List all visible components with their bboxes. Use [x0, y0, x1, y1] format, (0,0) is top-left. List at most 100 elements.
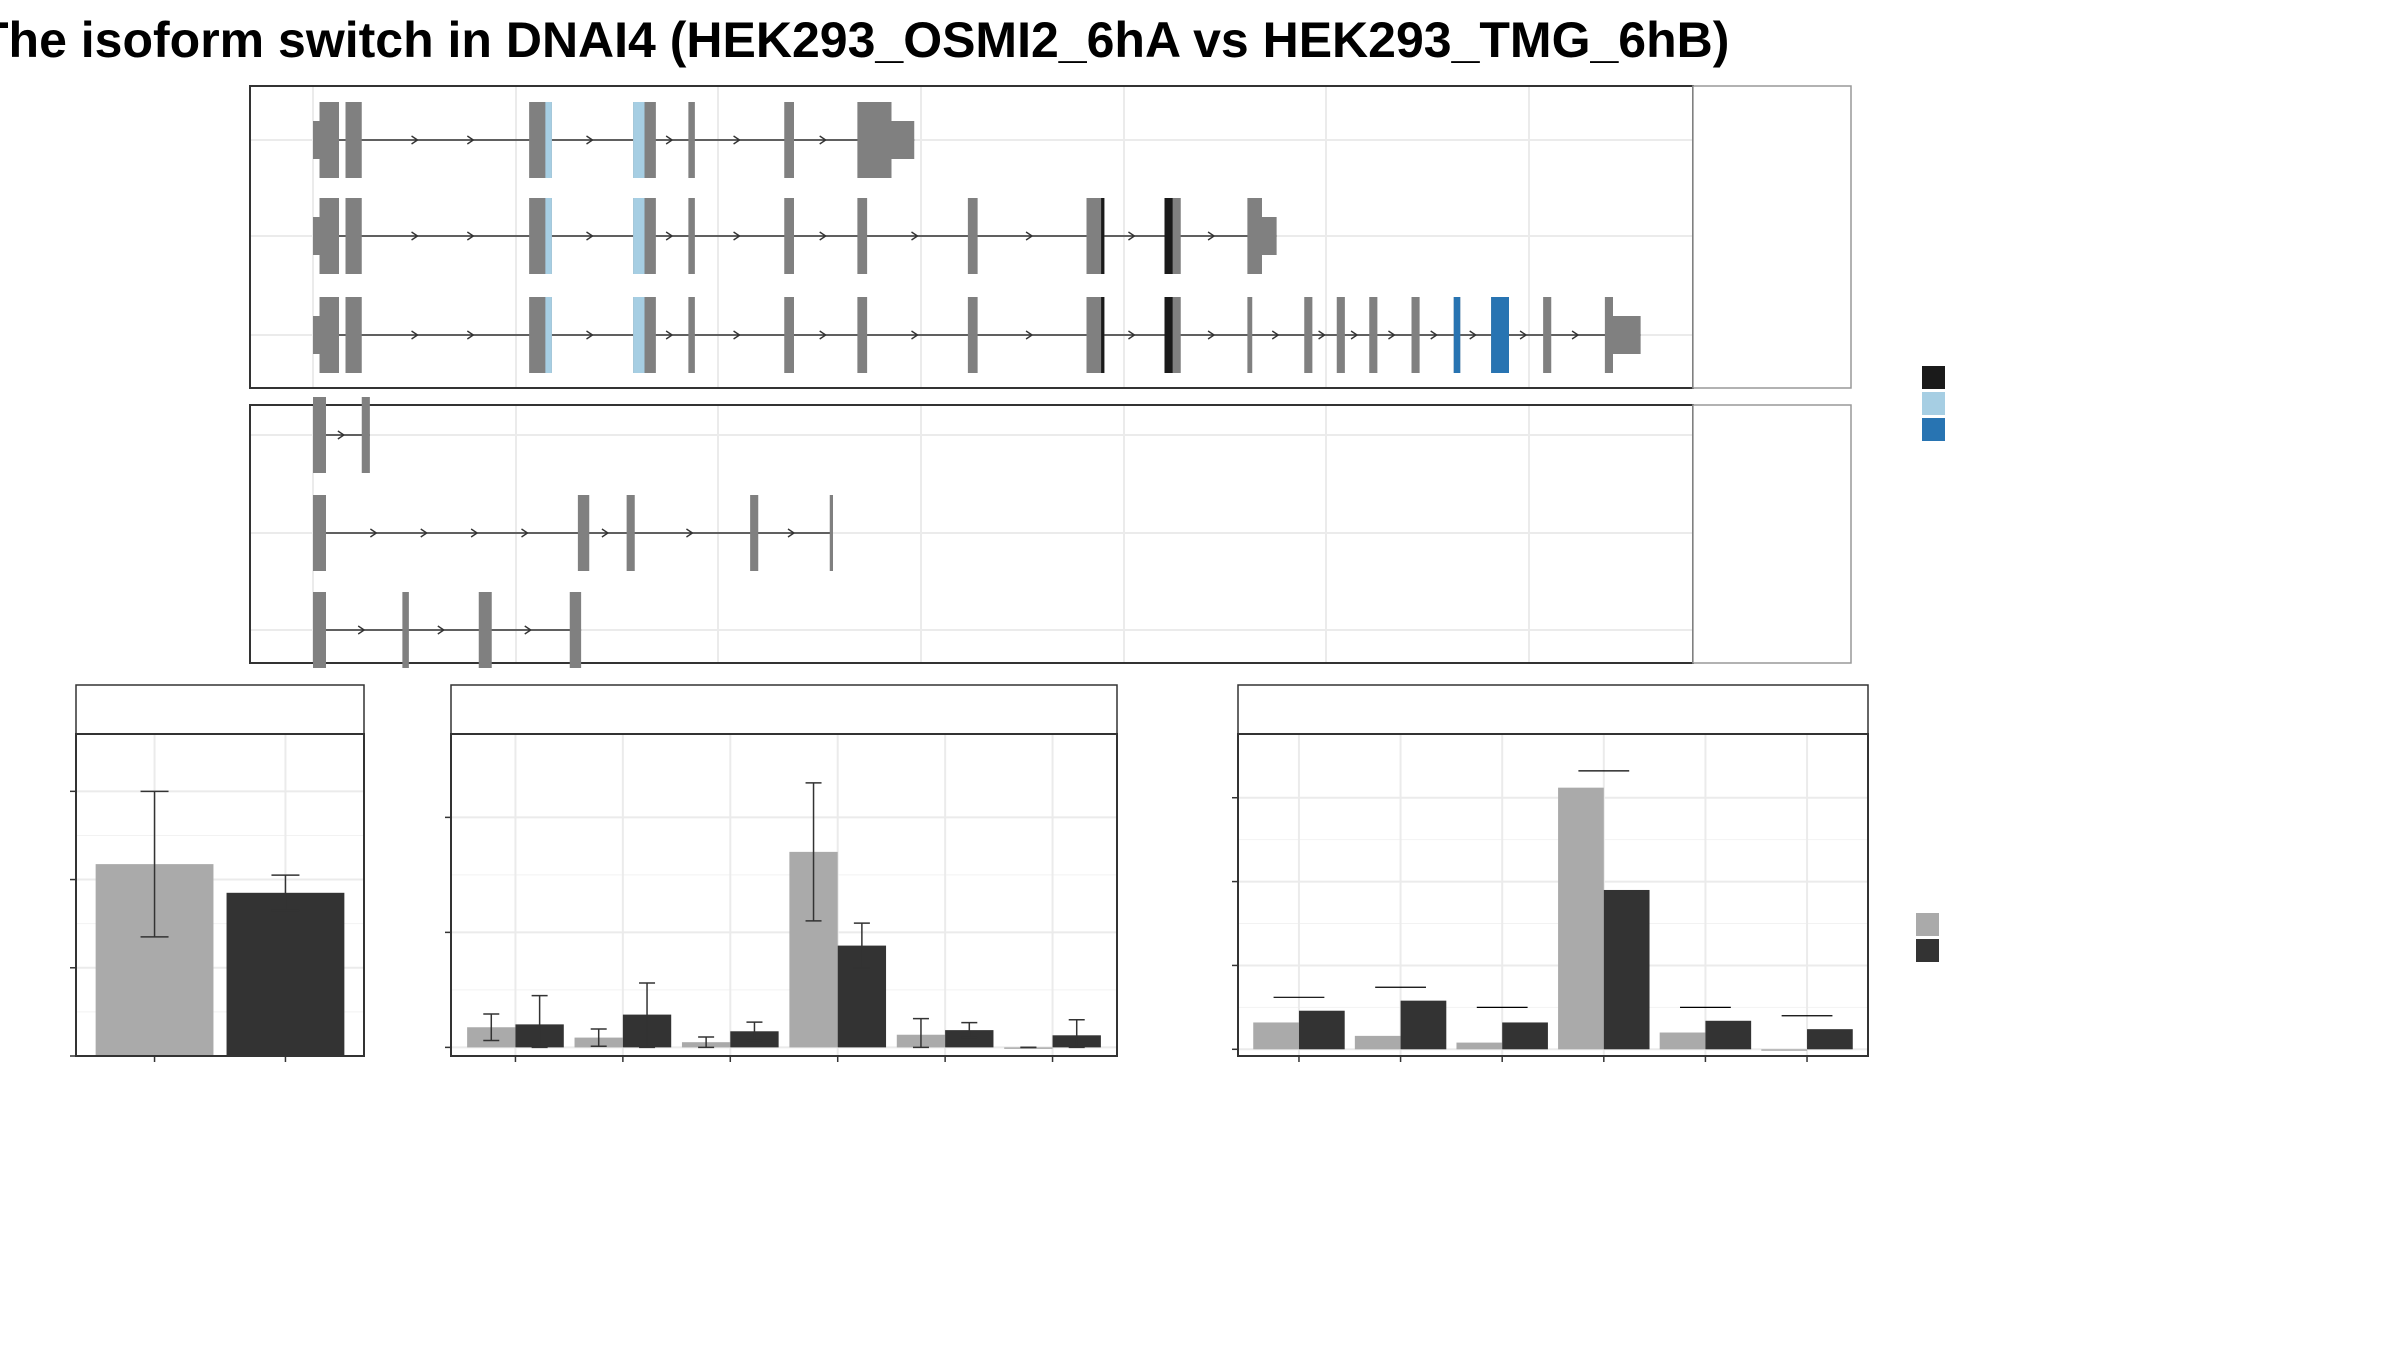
- exon-block: [313, 592, 326, 668]
- data-bar: [1456, 1042, 1503, 1050]
- exon-block: [1336, 297, 1345, 373]
- intron-arrow: [1128, 330, 1136, 340]
- exon-block: [345, 102, 362, 178]
- intron-arrow: [819, 231, 827, 241]
- domain-block: [1101, 297, 1105, 373]
- intron-arrow: [733, 135, 741, 145]
- exon-block: [829, 495, 833, 571]
- domain-block: [633, 102, 645, 178]
- data-bar: [1603, 889, 1650, 1050]
- exon-block: [319, 198, 339, 274]
- exon-block: [478, 592, 492, 668]
- data-bar: [1253, 1022, 1299, 1050]
- data-bar: [1502, 1022, 1548, 1050]
- domain-block: [1164, 198, 1173, 274]
- intron-arrow: [911, 231, 919, 241]
- data-bar: [1807, 1029, 1853, 1050]
- intron-arrow: [466, 135, 475, 145]
- exon-block: [784, 102, 794, 178]
- utr-block: [1262, 217, 1277, 255]
- intron-arrow: [524, 625, 533, 635]
- chart-panel-border: [75, 733, 365, 1057]
- intron-arrow: [420, 528, 429, 538]
- data-bar: [1298, 1010, 1345, 1050]
- intron-arrow: [733, 330, 741, 340]
- exon-block: [577, 495, 590, 571]
- intron-arrow: [1318, 330, 1326, 340]
- domain-block: [545, 297, 552, 373]
- chart-panel-border: [1237, 733, 1869, 1057]
- legend-swatch: [1922, 366, 1945, 389]
- domain-block: [1453, 297, 1461, 373]
- exon-block: [319, 102, 339, 178]
- data-bar: [1659, 1032, 1706, 1050]
- intron-arrow: [437, 625, 446, 635]
- exon-block: [688, 198, 695, 274]
- data-bar: [945, 1030, 994, 1048]
- intron-arrow: [1571, 330, 1580, 340]
- intron-arrow: [819, 135, 827, 145]
- chart-strip: [75, 684, 365, 735]
- domain-block: [545, 198, 552, 274]
- exon-block: [345, 198, 362, 274]
- intron-arrow: [1271, 330, 1280, 340]
- legend-swatch: [1922, 392, 1945, 415]
- intron-arrow: [787, 528, 796, 538]
- exon-block: [1604, 297, 1613, 373]
- isoform-expression-chart: [445, 684, 1118, 1062]
- exon-block: [313, 397, 326, 473]
- domain-block: [1164, 297, 1173, 373]
- intron-arrow: [586, 231, 594, 241]
- intron-arrow: [586, 330, 594, 340]
- exon-block: [967, 198, 978, 274]
- exon-block: [1411, 297, 1420, 373]
- exon-block: [857, 102, 892, 178]
- exon-block: [784, 297, 794, 373]
- data-bar: [1558, 787, 1604, 1050]
- utr-block: [1613, 316, 1641, 354]
- intron-arrow: [1025, 231, 1034, 241]
- facet-strip: [1692, 85, 1852, 389]
- condition-legend: [1916, 913, 1939, 962]
- utr-block: [313, 217, 320, 255]
- intron-arrow: [665, 135, 674, 145]
- domain-block: [633, 198, 645, 274]
- exon-block: [345, 297, 362, 373]
- chart-panel-border: [450, 733, 1118, 1057]
- intron-arrow: [733, 231, 741, 241]
- domain-legend: [1922, 366, 1945, 441]
- intron-arrow: [411, 231, 419, 241]
- intron-arrow: [911, 330, 919, 340]
- exon-block: [857, 198, 868, 274]
- exon-block: [1247, 198, 1262, 274]
- intron-arrow: [466, 330, 475, 340]
- intron-arrow: [586, 135, 594, 145]
- exon-block: [1369, 297, 1378, 373]
- exon-block: [319, 297, 339, 373]
- legend-swatch: [1922, 418, 1945, 441]
- domain-block: [1491, 297, 1509, 373]
- intron-arrow: [1469, 330, 1477, 340]
- isoform-usage-chart: [1232, 684, 1869, 1062]
- intron-arrow: [1207, 330, 1216, 340]
- chart-strip: [1237, 684, 1869, 735]
- legend-swatch: [1916, 939, 1939, 962]
- intron-arrow: [470, 528, 479, 538]
- intron-arrow: [665, 231, 674, 241]
- exon-block: [857, 297, 868, 373]
- data-bar: [1705, 1020, 1752, 1050]
- utr-block: [313, 316, 320, 354]
- intron-arrow: [1025, 330, 1034, 340]
- utr-block: [313, 121, 320, 159]
- intron-arrow: [1350, 330, 1359, 340]
- data-bar: [1400, 1000, 1447, 1050]
- domain-block: [545, 102, 552, 178]
- intron-arrow: [1388, 330, 1396, 340]
- exon-block: [1086, 198, 1105, 274]
- domain-block: [1101, 198, 1105, 274]
- exon-block: [1543, 297, 1552, 373]
- intron-arrow: [411, 135, 419, 145]
- intron-arrow: [1207, 231, 1216, 241]
- data-bar: [1354, 1035, 1401, 1050]
